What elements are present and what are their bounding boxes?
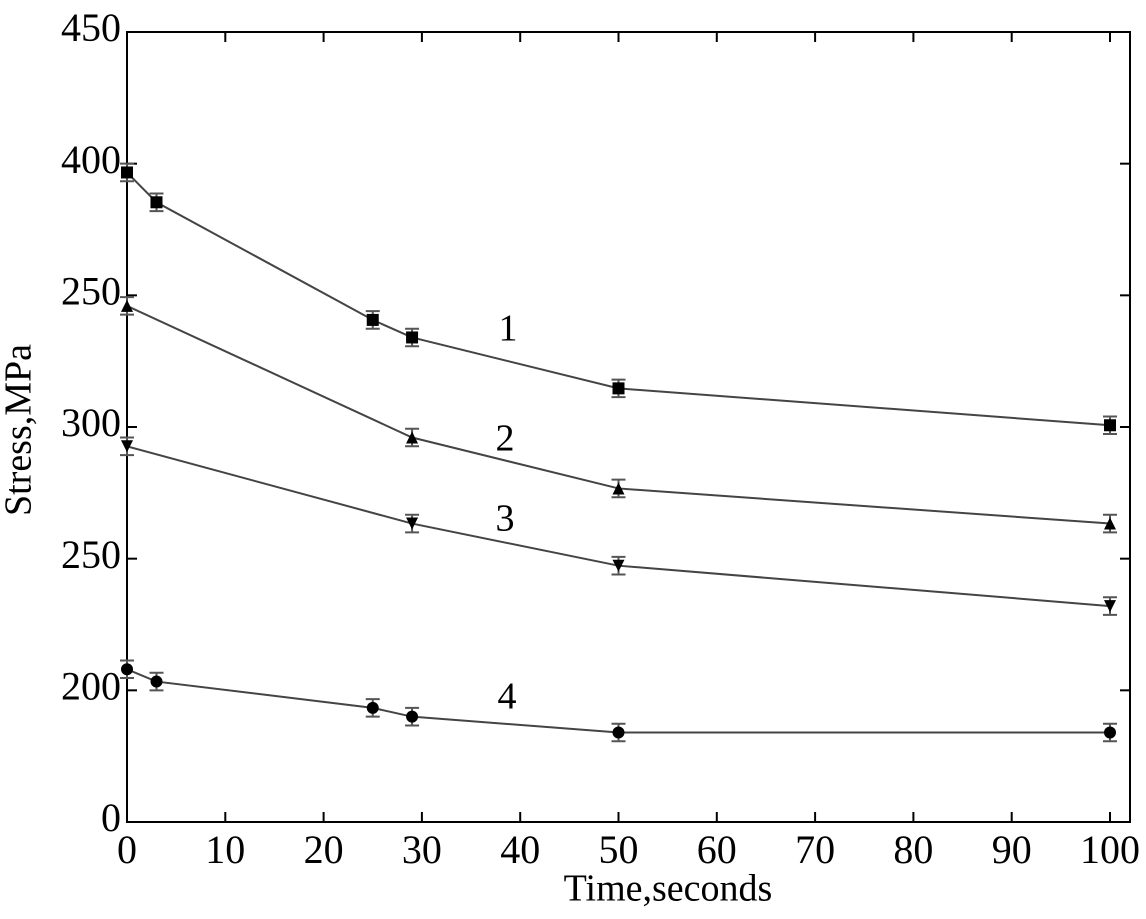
x-tick-label: 0 bbox=[117, 827, 137, 872]
marker bbox=[366, 313, 379, 326]
marker bbox=[1104, 517, 1116, 530]
marker bbox=[1104, 600, 1116, 613]
marker bbox=[406, 331, 419, 344]
marker bbox=[366, 701, 379, 714]
marker bbox=[612, 482, 625, 495]
x-tick-label: 70 bbox=[795, 827, 835, 872]
x-axis-label: Time,seconds bbox=[564, 868, 773, 910]
series-label: 3 bbox=[496, 498, 515, 540]
x-tick-label: 40 bbox=[500, 827, 540, 872]
marker bbox=[406, 431, 419, 444]
marker bbox=[612, 559, 625, 572]
marker bbox=[612, 382, 625, 395]
y-tick-label: 200 bbox=[61, 664, 121, 709]
series-label: 2 bbox=[496, 418, 515, 460]
x-tick-label: 10 bbox=[205, 827, 245, 872]
x-tick-label: 60 bbox=[697, 827, 737, 872]
x-tick-label: 20 bbox=[304, 827, 344, 872]
plot-frame bbox=[126, 31, 1131, 823]
marker bbox=[1104, 419, 1116, 432]
y-tick-label: 450 bbox=[61, 5, 121, 50]
y-tick-label: 250 bbox=[61, 269, 121, 314]
series-label: 4 bbox=[498, 676, 517, 718]
marker bbox=[612, 726, 625, 739]
series-line bbox=[126, 445, 1111, 608]
marker bbox=[121, 663, 133, 676]
series-line bbox=[126, 304, 1111, 525]
marker bbox=[150, 196, 163, 209]
marker bbox=[406, 517, 419, 530]
x-tick-label: 100 bbox=[1080, 827, 1140, 872]
marker bbox=[121, 299, 133, 312]
marker bbox=[150, 675, 163, 688]
x-tick-label: 80 bbox=[893, 827, 933, 872]
marker bbox=[121, 166, 133, 179]
y-tick-label: 250 bbox=[61, 532, 121, 577]
x-tick-label: 30 bbox=[402, 827, 442, 872]
marker bbox=[406, 710, 419, 723]
y-tick-label: 300 bbox=[61, 400, 121, 445]
y-tick-label: 0 bbox=[101, 795, 121, 840]
series-label: 1 bbox=[499, 308, 518, 350]
marker bbox=[121, 440, 133, 453]
x-tick-label: 90 bbox=[992, 827, 1032, 872]
y-axis-label: Stress,MPa bbox=[0, 344, 40, 516]
x-tick-label: 50 bbox=[599, 827, 639, 872]
marker bbox=[1104, 726, 1116, 739]
y-tick-label: 400 bbox=[61, 137, 121, 182]
